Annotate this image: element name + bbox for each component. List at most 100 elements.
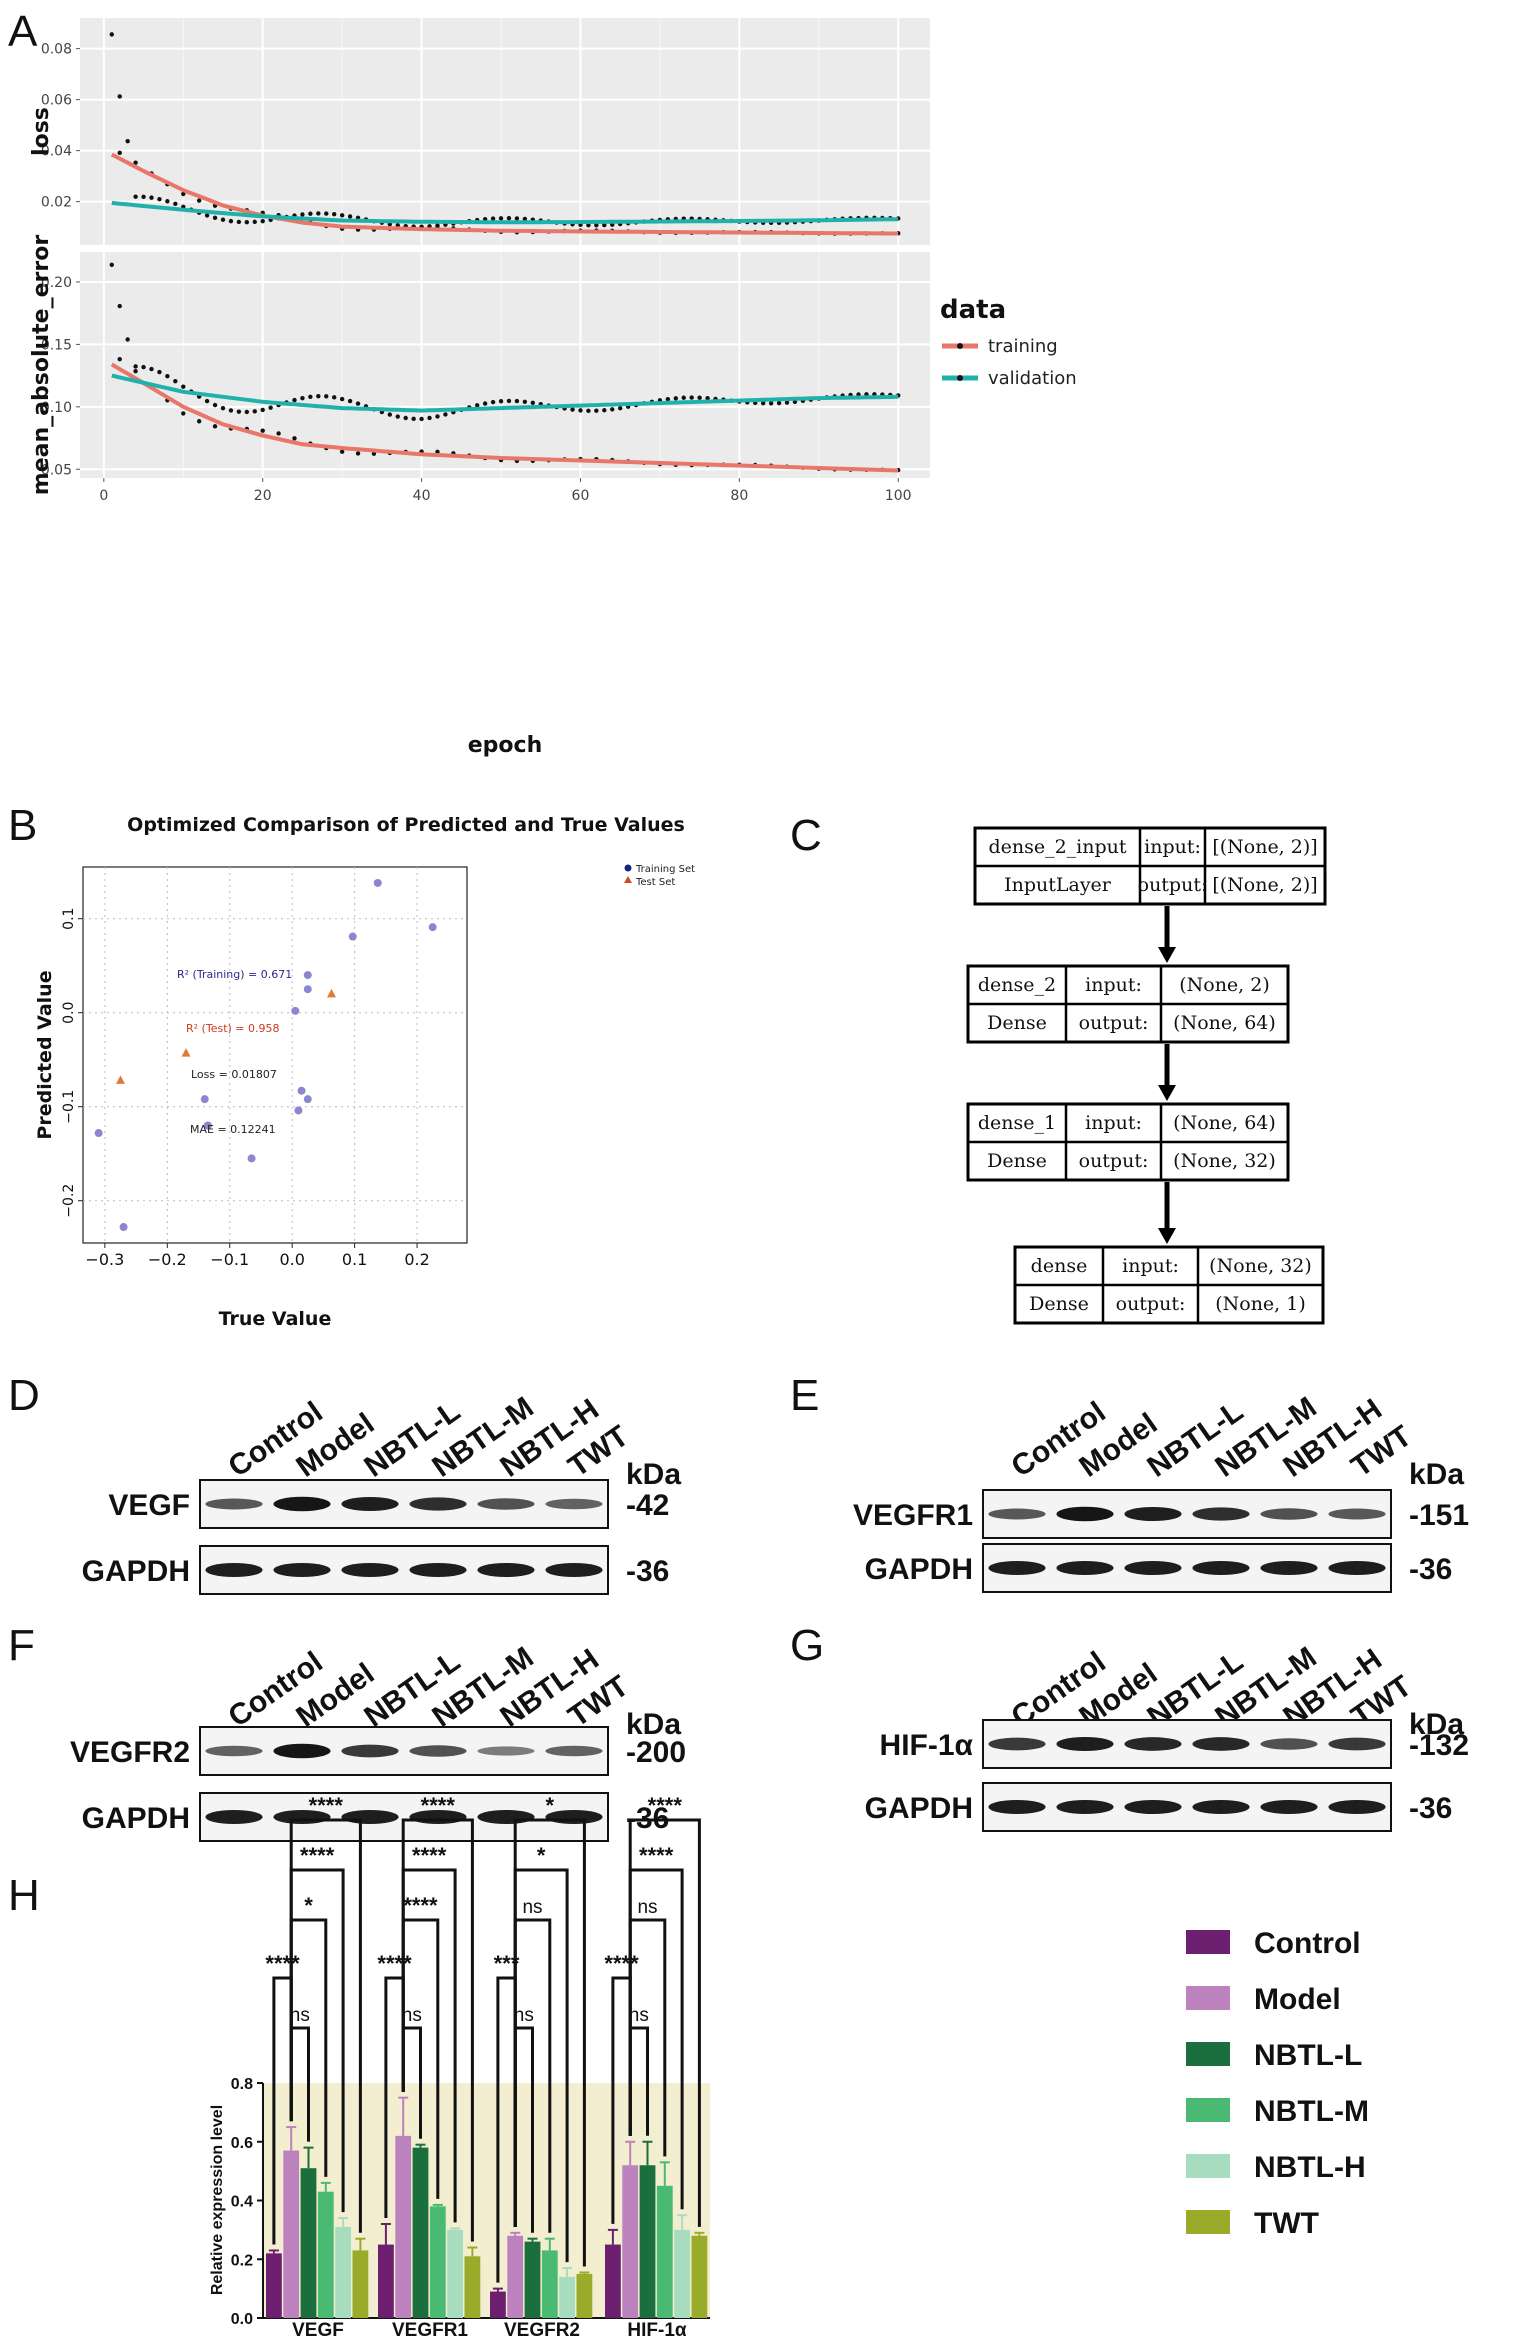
y-tick-label: 0.8: [231, 2076, 253, 2093]
x-tick-label: −0.3: [85, 1250, 124, 1269]
blot-row-label: GAPDH: [865, 1792, 973, 1825]
output-shape: [(None, 2)]: [1212, 874, 1317, 896]
training-smooth-line: [110, 152, 899, 236]
epoch-point: [236, 409, 242, 414]
epoch-point: [498, 399, 504, 404]
blot-frame: [199, 1726, 609, 1776]
molecular-weight: -36: [1409, 1792, 1452, 1825]
molecular-weight: -36: [626, 1555, 669, 1588]
training-point: [94, 1129, 103, 1138]
input-shape: (None, 2): [1179, 974, 1270, 996]
blot-band: [409, 1562, 467, 1578]
panel-label-g: G: [790, 1621, 824, 1670]
blot-band: [1124, 1506, 1182, 1522]
blot-band: [477, 1562, 535, 1578]
y-tick-label: 0.1: [61, 908, 77, 930]
molecular-weight: -42: [626, 1489, 669, 1522]
legend-marker-test: [624, 876, 632, 883]
epoch-point: [181, 384, 186, 389]
epoch-point: [443, 412, 448, 417]
panel-h-bar-chart: 0.0 0.2 0.4 0.6 0.8 Relative expression level…: [209, 1793, 1369, 2341]
x-tick-label: 40: [413, 488, 431, 504]
epoch-point: [570, 407, 575, 412]
epoch-point: [149, 366, 154, 372]
epoch-point: [355, 401, 361, 406]
epoch-point: [339, 449, 345, 454]
y-tick-label: 0.0: [231, 2311, 253, 2328]
y-tick-label: −0.1: [61, 1090, 77, 1124]
epoch-point: [514, 216, 520, 221]
blot-band: [1328, 1737, 1386, 1751]
epoch-point: [173, 201, 178, 207]
blot-row-label: VEGF: [108, 1489, 190, 1522]
input-shape: (None, 64): [1173, 1112, 1276, 1134]
layer-name: dense: [1031, 1255, 1088, 1277]
blot-frame: [199, 1479, 609, 1529]
epoch-point: [332, 395, 337, 400]
epoch-point: [355, 451, 361, 456]
training-point: [291, 1006, 300, 1015]
legend-label: Control: [1254, 1927, 1361, 1960]
blot-band: [205, 1562, 263, 1578]
epoch-point: [117, 303, 122, 309]
y-tick-label: 0.08: [41, 42, 72, 58]
bar-control: [605, 2244, 621, 2318]
x-tick-label: 0: [99, 488, 108, 504]
legend-label: TWT: [1254, 2207, 1319, 2240]
blot-band: [477, 1498, 535, 1510]
blot-band: [205, 1745, 263, 1757]
bar-nbtl-h: [447, 2229, 463, 2318]
training-point: [348, 932, 357, 941]
legend-label-validation: validation: [988, 368, 1077, 389]
blot-band: [1328, 1560, 1386, 1576]
epoch-point: [689, 395, 694, 400]
kda-label: kDa: [1409, 1458, 1464, 1491]
panel-label-d: D: [8, 1371, 40, 1420]
output-label: output:: [1079, 1012, 1149, 1034]
plot-frame: [82, 866, 468, 1244]
epoch-point: [347, 398, 353, 404]
input-label: input:: [1122, 1255, 1179, 1277]
significance-label: ns: [290, 2005, 310, 2026]
blot-band: [1260, 1799, 1318, 1815]
y-axis-title: Predicted Value: [34, 970, 56, 1139]
training-point: [200, 1095, 209, 1104]
bar-twt: [352, 2250, 369, 2318]
epoch-point: [212, 402, 218, 408]
training-point: [297, 1086, 306, 1095]
significance-bracket: [628, 1818, 701, 2227]
epoch-point: [117, 356, 122, 362]
blot-row-label: HIF-1α: [880, 1729, 974, 1762]
epoch-point: [292, 436, 297, 441]
blot-band: [988, 1508, 1046, 1520]
output-shape: (None, 64): [1173, 1012, 1276, 1034]
significance-bracket: [513, 1818, 586, 2267]
blot-band: [1260, 1738, 1318, 1750]
blot-band: [1328, 1799, 1386, 1815]
chart-title: Optimized Comparison of Predicted and Tr…: [127, 814, 685, 836]
category-label: HIF-1α: [627, 2320, 687, 2341]
bar-nbtl-h: [559, 2276, 575, 2318]
epoch-point: [133, 368, 138, 374]
epoch-point: [673, 396, 678, 401]
layer-name: dense_1: [978, 1112, 1056, 1134]
bar-nbtl-l: [524, 2241, 541, 2318]
input-label: input:: [1085, 974, 1142, 996]
legend-label-training: training: [988, 336, 1058, 357]
training-point: [294, 1106, 303, 1115]
blot-band: [545, 1498, 603, 1510]
y-tick-label: 0.15: [41, 337, 72, 353]
bar-model: [395, 2135, 412, 2318]
bar-nbtl-m: [429, 2206, 446, 2318]
facet-ylabel: loss: [29, 107, 54, 156]
epoch-point: [196, 419, 202, 424]
blot-band: [1056, 1506, 1114, 1522]
significance-label: ns: [402, 2005, 422, 2026]
significance-bracket: [401, 1818, 474, 2242]
epoch-point: [594, 223, 599, 228]
validation-smooth-line: [111, 200, 899, 225]
epoch-point: [308, 394, 313, 399]
blot-frame: [199, 1545, 609, 1595]
output-shape: (None, 32): [1173, 1150, 1276, 1172]
bar-twt: [464, 2256, 481, 2318]
